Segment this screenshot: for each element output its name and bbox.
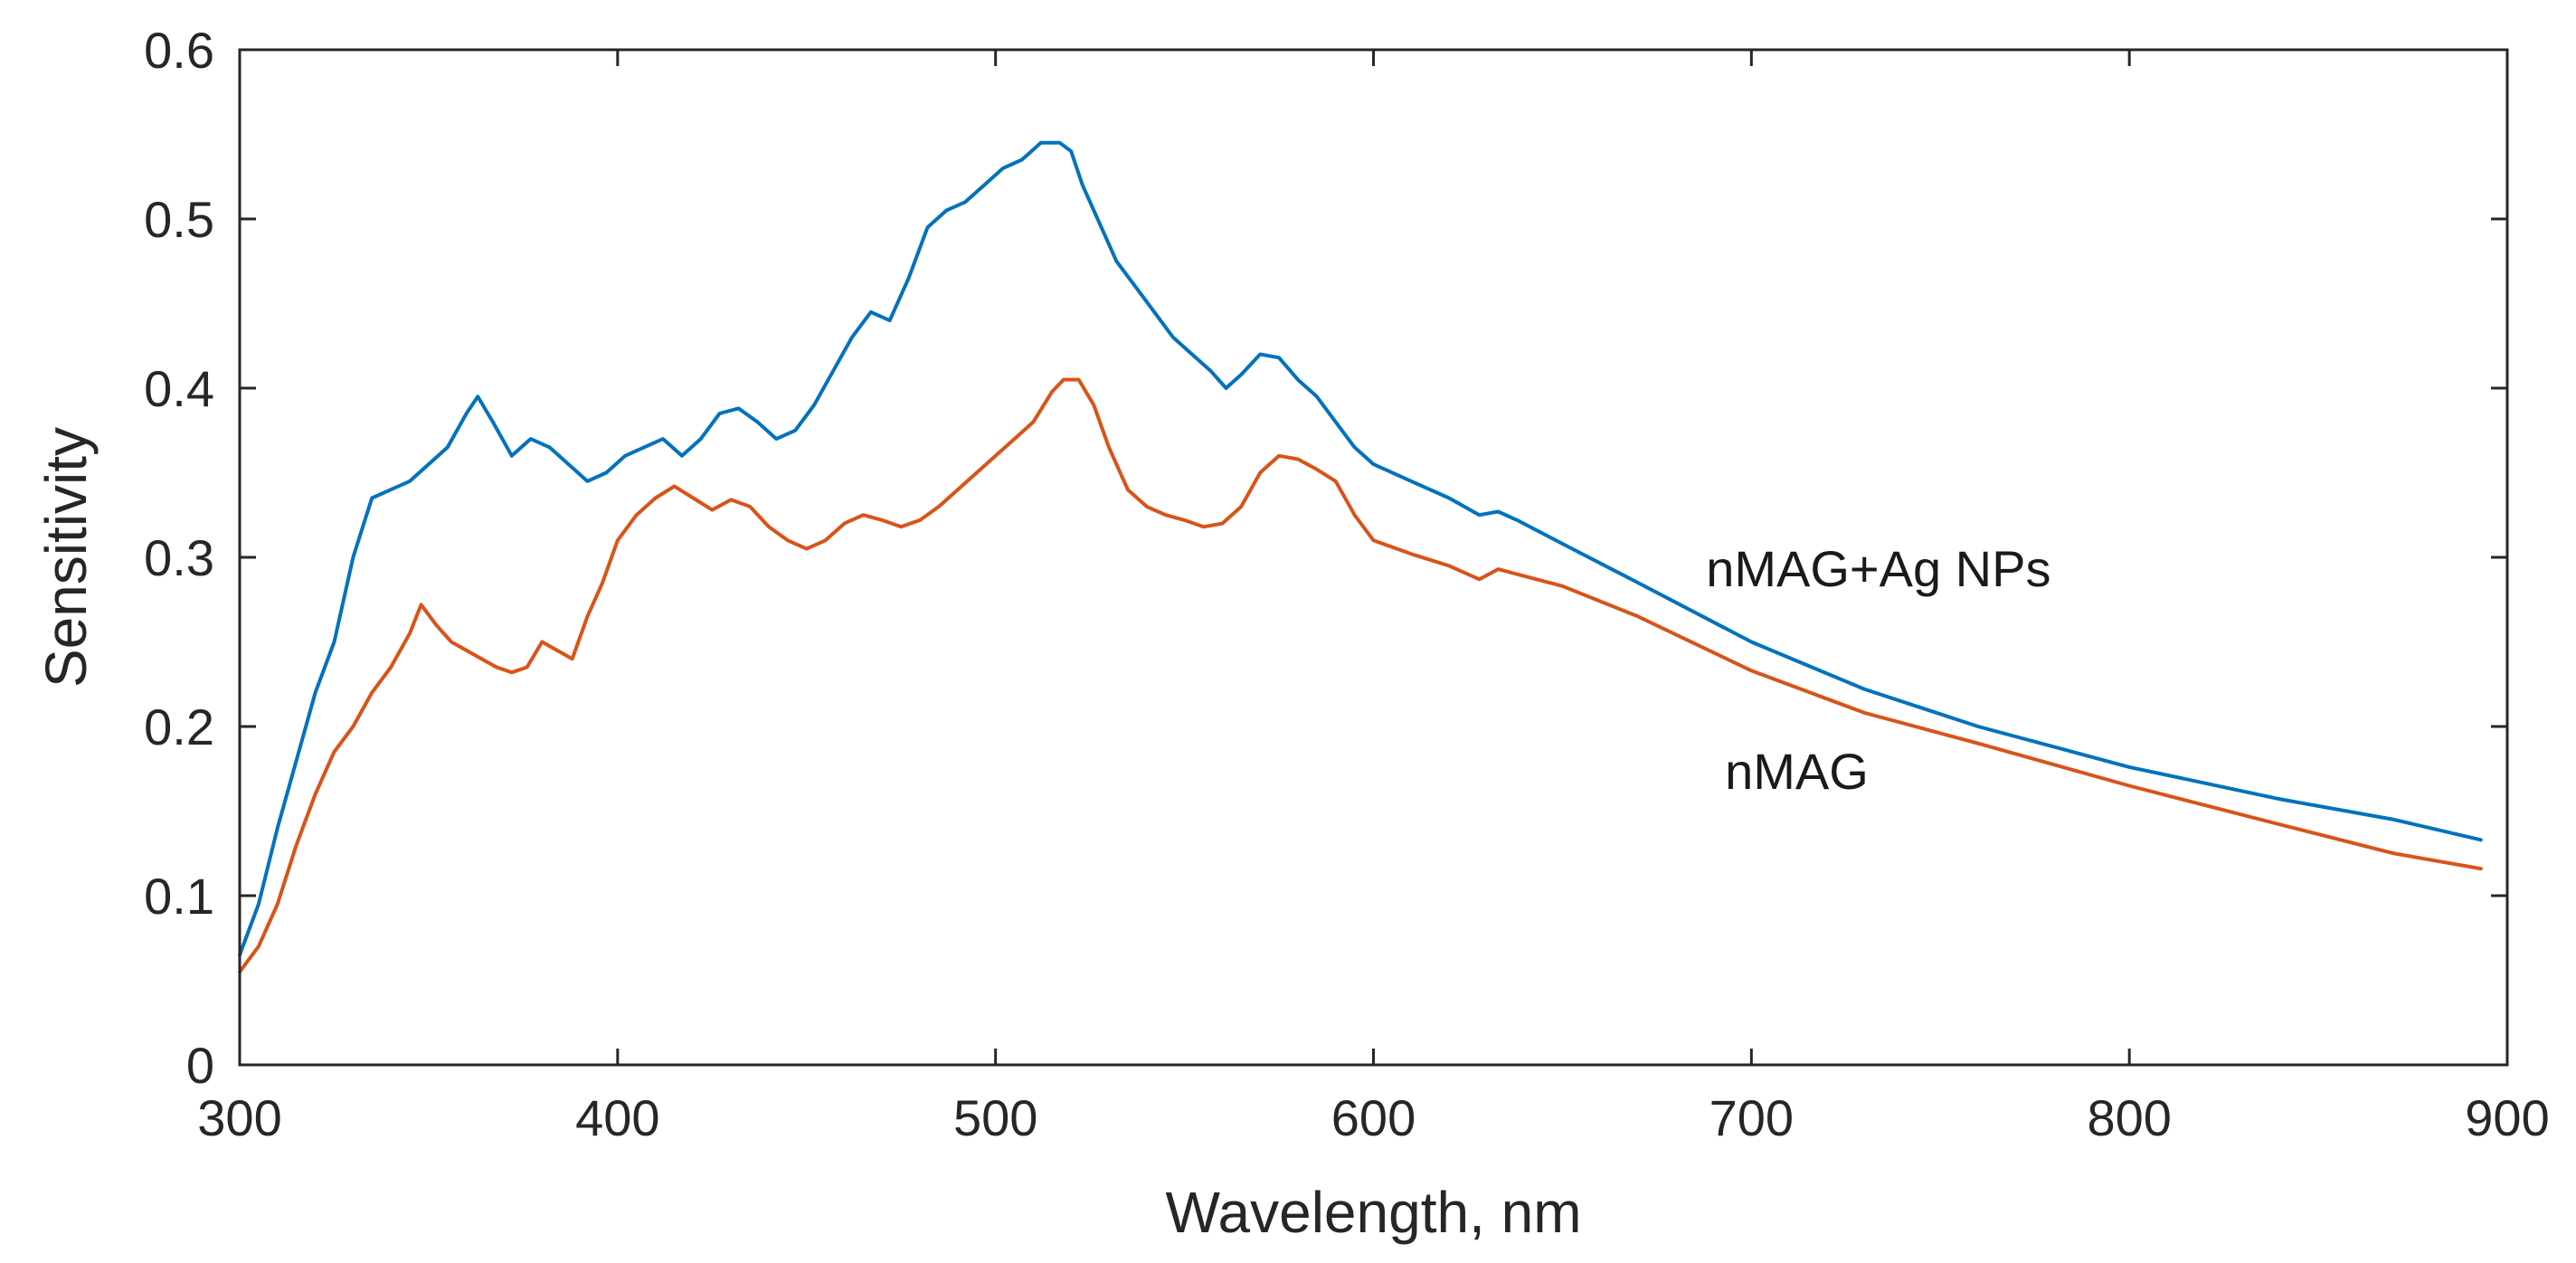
y-tick-label: 0.3: [144, 529, 214, 586]
y-tick-label: 0.4: [144, 360, 214, 417]
x-tick-label: 500: [953, 1089, 1037, 1146]
x-tick-label: 300: [197, 1089, 281, 1146]
x-tick-label: 700: [1709, 1089, 1794, 1146]
x-tick-label: 800: [2087, 1089, 2171, 1146]
series-line-nmag: [238, 377, 2483, 974]
y-tick-label: 0.1: [144, 868, 214, 925]
y-tick-label: 0: [186, 1037, 214, 1094]
label-layer: Wavelength, nm Sensitivity nMAG+Ag NPs nMAG: [33, 427, 2050, 1245]
label-nmag: nMAG: [1725, 743, 1869, 800]
series-layer: [238, 140, 2483, 974]
series-line-nmag-ag-nps: [238, 140, 2483, 957]
tick-layer: 300 400 500 600 700 800 900 0 0.1 0.2 0.3 0.4 0.5 0.6: [144, 22, 2550, 1146]
y-tick-label: 0.6: [144, 22, 214, 79]
y-tick-label: 0.2: [144, 698, 214, 755]
x-tick-label: 400: [575, 1089, 659, 1146]
y-tick-label: 0.5: [144, 191, 214, 248]
x-tick-label: 600: [1331, 1089, 1416, 1146]
y-axis-title: Sensitivity: [33, 427, 99, 688]
x-tick-label: 900: [2465, 1089, 2549, 1146]
label-nmag-ag-nps: nMAG+Ag NPs: [1706, 540, 2050, 597]
x-axis-title: Wavelength, nm: [1165, 1180, 1581, 1245]
